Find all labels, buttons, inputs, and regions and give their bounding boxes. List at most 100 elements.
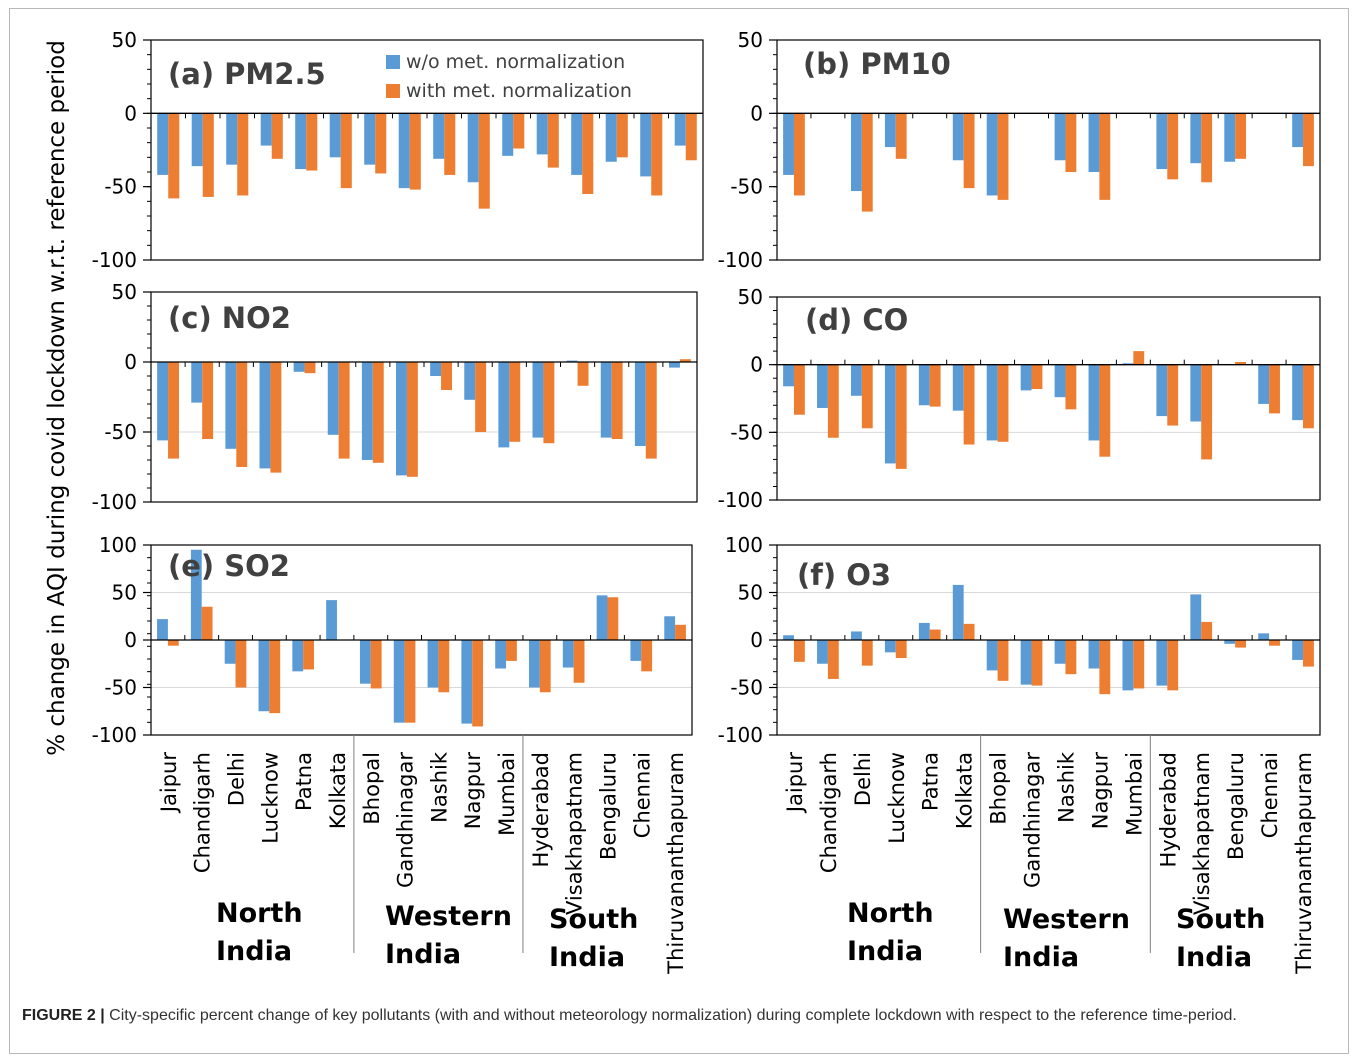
bar xyxy=(1156,113,1168,170)
bar xyxy=(1269,364,1280,414)
bar xyxy=(1167,113,1179,180)
region-label: India xyxy=(216,936,292,967)
panel-title: (e) SO2 xyxy=(168,549,290,583)
y-tick-label: 0 xyxy=(124,628,137,652)
y-tick-label: -100 xyxy=(718,248,763,272)
bar xyxy=(532,362,544,438)
bar xyxy=(986,364,998,441)
bar xyxy=(571,113,583,175)
y-tick-label: 0 xyxy=(750,353,763,377)
chart-panel-3: 50 0 -50 -100 (c) NO2 xyxy=(92,280,698,514)
x-category-label: Lucknow xyxy=(885,752,909,844)
bar xyxy=(157,113,169,175)
bar xyxy=(260,113,272,146)
bar xyxy=(167,640,179,646)
panel-title: (b) PM10 xyxy=(803,47,951,81)
x-category-label: Mumbai xyxy=(1122,752,1146,836)
y-tick-label: -100 xyxy=(92,723,137,747)
bar xyxy=(1190,594,1202,640)
bar xyxy=(918,364,930,406)
legend-swatch-without xyxy=(386,55,400,69)
chart-panel-2: 50 0 -50 -100 (b) PM10 xyxy=(718,28,1321,272)
legend: w/o met. normalization with met. normaliz… xyxy=(386,51,632,102)
bar xyxy=(679,359,691,362)
figure-frame xyxy=(9,8,1349,1054)
bar xyxy=(651,113,663,196)
bar xyxy=(577,362,589,386)
bar xyxy=(306,113,318,171)
y-tick-label: 50 xyxy=(738,581,763,605)
bar xyxy=(952,364,964,411)
bar xyxy=(293,362,305,372)
bar xyxy=(370,640,382,689)
bar xyxy=(884,113,896,148)
bar xyxy=(259,362,271,469)
bar xyxy=(236,362,248,467)
bar xyxy=(1292,113,1304,148)
bar xyxy=(235,640,247,688)
bar xyxy=(258,640,270,712)
bar xyxy=(817,364,828,408)
chart-panel-4: 50 0 -50 -100 (d) CO xyxy=(718,285,1321,512)
bar xyxy=(1088,640,1100,669)
bar xyxy=(1020,364,1032,391)
bar xyxy=(536,113,548,155)
bar xyxy=(1054,640,1066,664)
bar xyxy=(827,640,839,679)
x-category-label: Delhi xyxy=(851,752,875,806)
bar xyxy=(1031,640,1043,686)
bar xyxy=(529,640,540,688)
plot-area xyxy=(776,296,1321,501)
bar xyxy=(1054,364,1066,398)
bar xyxy=(398,113,410,189)
bar xyxy=(547,113,559,168)
bar xyxy=(396,362,407,476)
legend-swatch-with xyxy=(386,84,400,98)
x-category-label: Patna xyxy=(919,752,943,811)
bar xyxy=(1190,364,1202,422)
bar xyxy=(364,113,376,165)
bar xyxy=(850,631,862,640)
y-tick-label: -100 xyxy=(718,723,763,747)
region-label: India xyxy=(385,939,461,970)
bar xyxy=(1235,640,1247,648)
legend-label-without: w/o met. normalization xyxy=(406,51,625,73)
plot-area xyxy=(150,291,698,503)
bar xyxy=(827,364,839,438)
caption-label: FIGURE 2 | xyxy=(22,1007,105,1024)
y-tick-label: 100 xyxy=(99,533,137,557)
bar xyxy=(1133,351,1145,365)
region-label: India xyxy=(549,942,625,973)
bar xyxy=(963,364,975,445)
bar xyxy=(295,113,307,170)
chart-panel-1: 50 0 -50 -100 (a) PM2.5 xyxy=(92,28,704,272)
y-tick-label: -50 xyxy=(104,420,137,444)
y-axis-label: % change in AQI during covid lockdown w.… xyxy=(44,40,70,756)
bar xyxy=(191,113,203,167)
x-category-label: Visakhapatnam xyxy=(1190,752,1214,915)
bar xyxy=(1156,364,1168,417)
x-category-label: Gandhinagar xyxy=(394,752,418,888)
bar xyxy=(640,113,652,177)
bar xyxy=(1156,640,1168,686)
bar xyxy=(1065,364,1077,410)
bar xyxy=(157,362,169,441)
bar xyxy=(895,364,907,469)
bar xyxy=(1088,364,1100,441)
bar xyxy=(168,362,179,459)
bar xyxy=(340,113,352,189)
bar xyxy=(467,113,479,183)
y-tick-label: 50 xyxy=(738,285,763,309)
bar xyxy=(997,364,1009,442)
bar xyxy=(861,640,873,666)
bar xyxy=(271,113,283,159)
bar xyxy=(269,640,281,714)
region-label: India xyxy=(1003,942,1079,973)
x-category-label: Jaipur xyxy=(783,752,807,815)
bar xyxy=(404,640,416,723)
x-category-label: Jaipur xyxy=(157,752,181,815)
bar xyxy=(674,113,686,146)
y-tick-label: 0 xyxy=(750,628,763,652)
bar xyxy=(895,113,907,159)
bar xyxy=(793,364,805,415)
